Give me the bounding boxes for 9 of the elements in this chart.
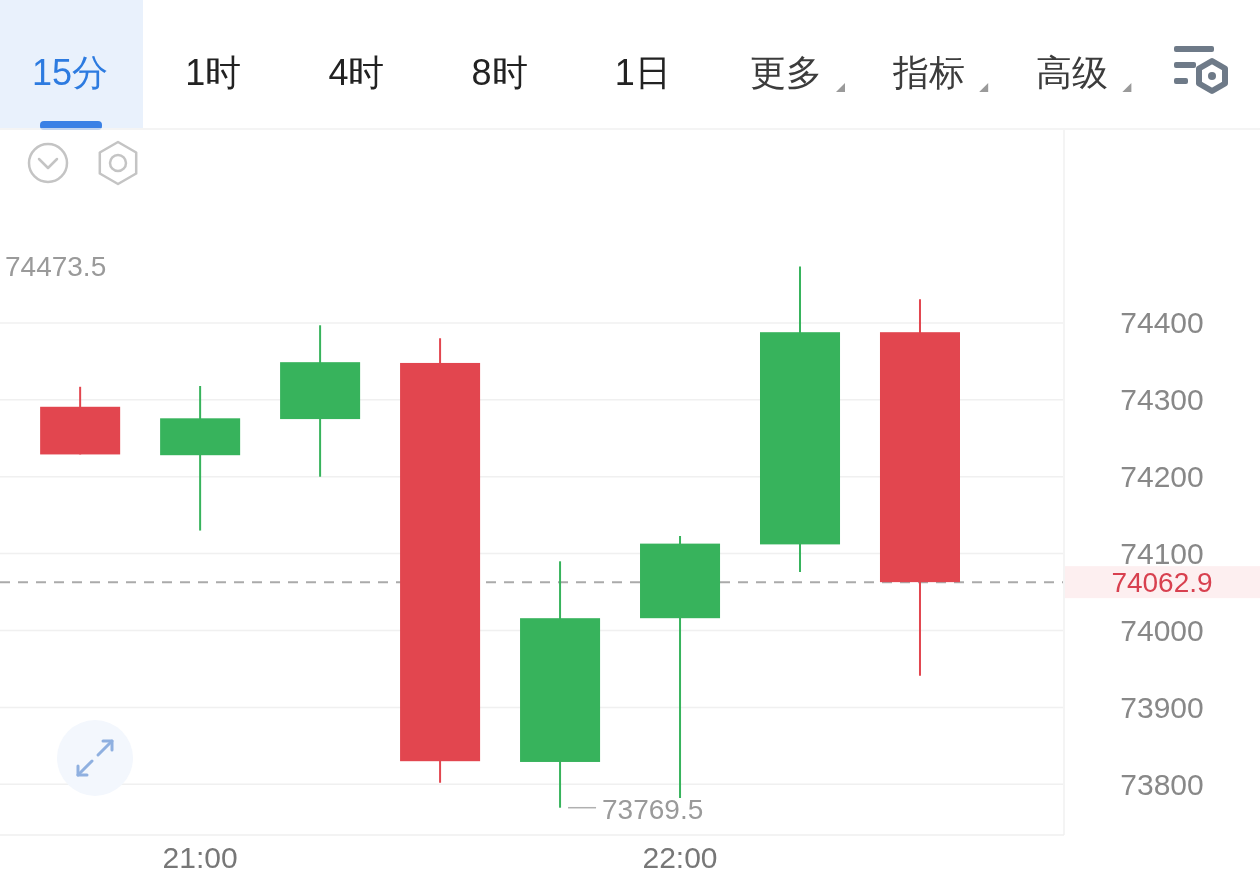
x-tick-label: 22:00 (642, 840, 718, 874)
y-tick-label: 74000 (1120, 614, 1204, 647)
y-tick-label: 73800 (1120, 767, 1204, 801)
y-tick-label: 74200 (1120, 460, 1204, 494)
annotation: 73769.5 (602, 794, 704, 826)
y-tick-label: 73900 (1120, 690, 1204, 724)
x-tick-label: 21:00 (162, 840, 238, 874)
y-tick-label: 74400 (1120, 306, 1204, 340)
y-tick-label: 74300 (1120, 383, 1204, 417)
